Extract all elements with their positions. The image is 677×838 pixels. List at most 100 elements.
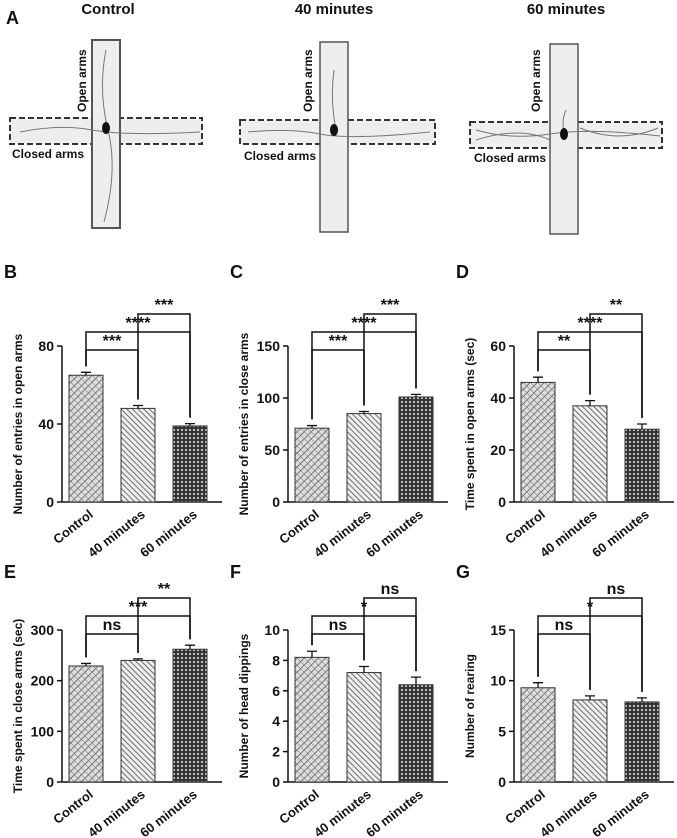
closed-arms-label: Closed arms bbox=[12, 147, 84, 161]
x-tick-label: 40 minutes bbox=[85, 507, 148, 561]
mouse bbox=[102, 122, 110, 134]
y-tick-label: 200 bbox=[31, 673, 55, 689]
error-bar bbox=[637, 423, 647, 430]
y-axis-label: Time spent in open arms (sec) bbox=[463, 338, 477, 511]
panel-label: A bbox=[6, 8, 19, 28]
error-bar bbox=[359, 410, 369, 414]
bar bbox=[398, 396, 434, 503]
x-tick-label: 60 minutes bbox=[363, 787, 426, 838]
y-tick-label: 100 bbox=[257, 390, 281, 406]
y-tick-label: 2 bbox=[272, 744, 280, 760]
y-tick-label: 150 bbox=[257, 338, 281, 354]
x-tick-label: Control bbox=[276, 507, 322, 547]
bar bbox=[346, 413, 382, 503]
y-tick-label: 6 bbox=[272, 683, 280, 699]
y-axis-label: Number of rearing bbox=[463, 654, 477, 758]
significance-label: *** bbox=[381, 297, 400, 314]
y-tick-label: 8 bbox=[272, 652, 280, 668]
bar bbox=[120, 659, 156, 783]
significance-bracket bbox=[589, 313, 643, 418]
maze-title: 40 minutes bbox=[295, 1, 373, 18]
maze-title: Control bbox=[81, 1, 134, 18]
error-bar bbox=[533, 682, 543, 688]
bar bbox=[68, 665, 104, 783]
y-tick-label: 0 bbox=[498, 494, 506, 510]
significance-label: ns bbox=[329, 617, 348, 634]
open-arms-label: Open arms bbox=[75, 49, 89, 112]
significance-bracket bbox=[537, 633, 591, 690]
error-bar bbox=[185, 644, 195, 650]
x-tick-label: 40 minutes bbox=[311, 507, 374, 561]
y-tick-label: 20 bbox=[490, 442, 506, 458]
error-bar bbox=[133, 404, 143, 409]
closed-arms-label: Closed arms bbox=[474, 151, 546, 165]
panel-label: C bbox=[230, 262, 243, 282]
x-tick-label: 40 minutes bbox=[537, 507, 600, 561]
y-tick-label: 80 bbox=[38, 338, 54, 354]
significance-bracket bbox=[363, 313, 417, 406]
significance-bracket bbox=[589, 597, 643, 692]
significance-label: ** bbox=[558, 333, 571, 350]
significance-label: ns bbox=[381, 581, 400, 598]
bar bbox=[172, 425, 208, 503]
bar bbox=[572, 405, 608, 503]
y-tick-label: 40 bbox=[38, 416, 54, 432]
error-bar bbox=[585, 399, 595, 406]
bar bbox=[346, 672, 382, 783]
y-tick-label: 60 bbox=[490, 338, 506, 354]
x-tick-label: Control bbox=[502, 507, 548, 547]
panel-label: G bbox=[456, 562, 470, 582]
closed-arms-label: Closed arms bbox=[244, 149, 316, 163]
y-tick-label: 300 bbox=[31, 622, 55, 638]
bar bbox=[520, 687, 556, 783]
bar bbox=[520, 381, 556, 503]
significance-label: ns bbox=[103, 617, 122, 634]
bar bbox=[120, 407, 156, 503]
y-tick-label: 50 bbox=[264, 442, 280, 458]
significance-label: ** bbox=[610, 297, 623, 314]
significance-bracket bbox=[137, 313, 191, 418]
significance-label: *** bbox=[329, 333, 348, 350]
bar bbox=[68, 374, 104, 503]
error-bar bbox=[307, 424, 317, 429]
panel-label: F bbox=[230, 562, 241, 582]
x-tick-label: 60 minutes bbox=[363, 507, 426, 561]
mouse bbox=[330, 124, 338, 136]
error-bar bbox=[81, 371, 91, 376]
x-tick-label: Control bbox=[50, 507, 96, 547]
significance-label: ** bbox=[158, 581, 171, 598]
bar bbox=[624, 428, 660, 503]
open-arms-label: Open arms bbox=[529, 49, 543, 112]
panel-label: D bbox=[456, 262, 469, 282]
y-tick-label: 15 bbox=[490, 622, 506, 638]
y-axis-label: Time spent in close arms (sec) bbox=[11, 619, 25, 794]
significance-bracket bbox=[363, 597, 417, 672]
track bbox=[475, 109, 661, 141]
y-tick-label: 5 bbox=[498, 723, 506, 739]
error-bar bbox=[359, 665, 369, 673]
error-bar bbox=[81, 662, 91, 666]
open-arms-label: Open arms bbox=[301, 49, 315, 112]
bar bbox=[398, 684, 434, 783]
significance-bracket bbox=[311, 349, 365, 420]
error-bar bbox=[637, 697, 647, 702]
error-bar bbox=[411, 393, 421, 397]
panel-label: E bbox=[4, 562, 16, 582]
y-tick-label: 10 bbox=[490, 673, 506, 689]
mouse bbox=[560, 128, 568, 140]
y-tick-label: 100 bbox=[31, 723, 55, 739]
error-bar bbox=[411, 676, 421, 685]
error-bar bbox=[185, 422, 195, 426]
significance-bracket bbox=[311, 633, 365, 661]
significance-label: ns bbox=[607, 581, 626, 598]
x-tick-label: 60 minutes bbox=[137, 507, 200, 561]
y-tick-label: 4 bbox=[272, 713, 280, 729]
y-tick-label: 0 bbox=[46, 774, 54, 790]
significance-label: ns bbox=[555, 617, 574, 634]
y-axis-label: Number of entries in open arms bbox=[11, 333, 25, 514]
x-tick-label: Control bbox=[502, 787, 548, 827]
x-tick-label: 60 minutes bbox=[589, 787, 652, 838]
panel-label: B bbox=[4, 262, 17, 282]
y-axis-label: Number of head dippings bbox=[237, 633, 251, 778]
